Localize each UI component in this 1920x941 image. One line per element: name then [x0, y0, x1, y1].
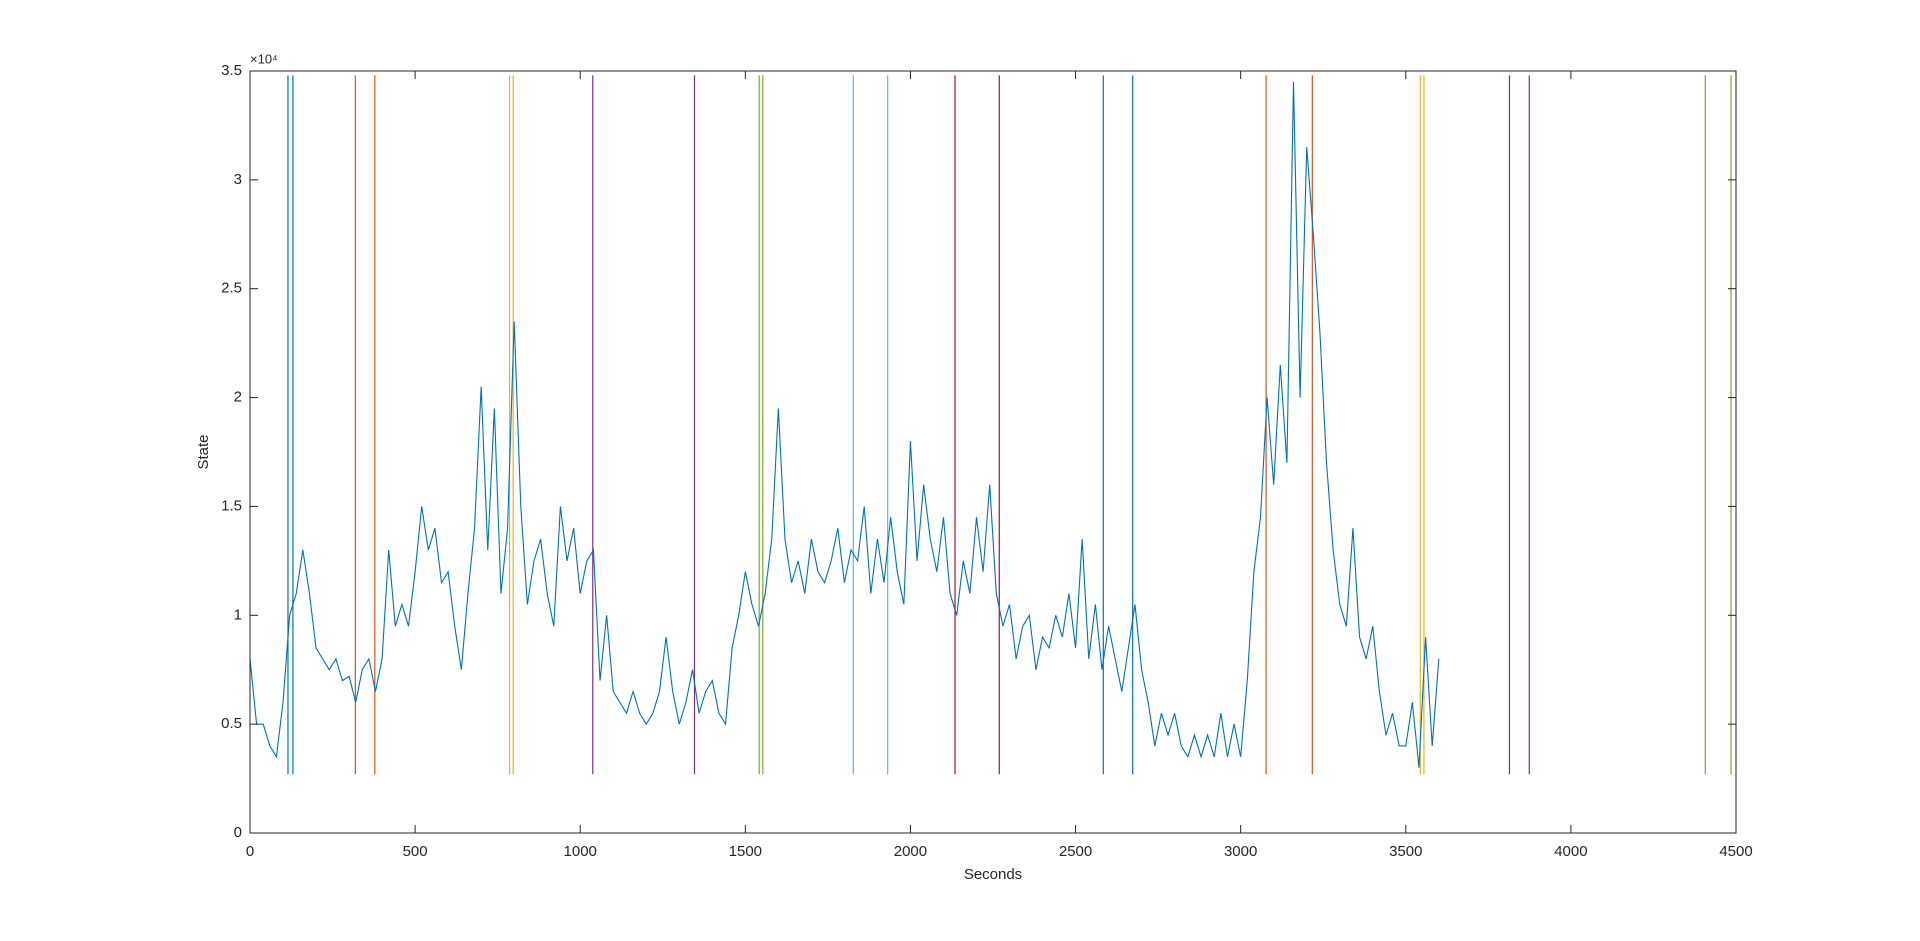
- x-tick-label: 2500: [1059, 843, 1092, 860]
- y-tick-label: 3: [234, 171, 242, 188]
- x-axis-label: Seconds: [964, 866, 1022, 883]
- y-tick-label: 0.5: [221, 715, 242, 732]
- data-line: [249, 81, 1440, 768]
- x-tick-label: 500: [403, 843, 428, 860]
- x-tick-label: 1500: [729, 843, 762, 860]
- y-tick-label: 2.5: [221, 280, 242, 297]
- x-tick-label: 0: [246, 843, 254, 860]
- x-tick-label: 2000: [894, 843, 927, 860]
- y-axis-label: State: [195, 434, 212, 469]
- x-tick-label: 4000: [1554, 843, 1587, 860]
- y-tick-label: 1: [234, 606, 242, 623]
- x-tick-label: 4500: [1719, 843, 1752, 860]
- y-tick-label: 0: [234, 824, 242, 841]
- y-multiplier: ×10⁴: [250, 51, 278, 66]
- y-tick-label: 3.5: [221, 62, 242, 79]
- axes-box: [249, 70, 1737, 834]
- y-tick-label: 1.5: [221, 497, 242, 514]
- x-tick-label: 1000: [564, 843, 597, 860]
- x-tick-label: 3500: [1389, 843, 1422, 860]
- y-tick-label: 2: [234, 389, 242, 406]
- x-tick-label: 3000: [1224, 843, 1257, 860]
